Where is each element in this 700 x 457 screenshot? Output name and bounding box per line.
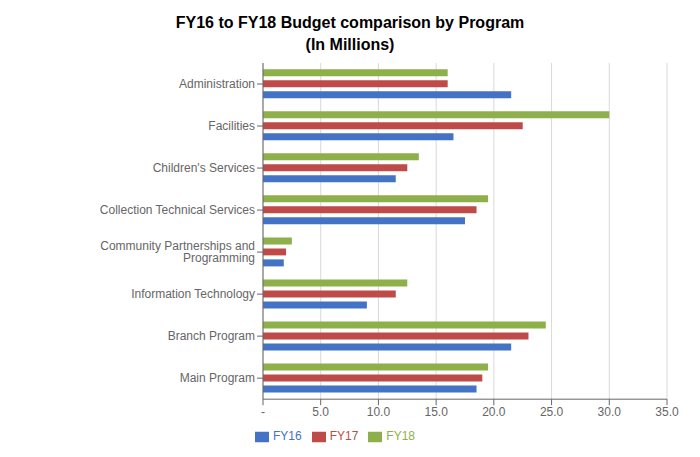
svg-text:-: - — [261, 405, 265, 419]
svg-text:15.0: 15.0 — [424, 405, 448, 419]
svg-text:Community Partnerships andProg: Community Partnerships andProgramming — [100, 239, 255, 265]
svg-text:Facilities: Facilities — [208, 119, 255, 133]
svg-text:35.0: 35.0 — [655, 405, 679, 419]
html-text:FY18: FY18 — [386, 429, 415, 444]
svg-text:Information Technology: Information Technology — [131, 287, 255, 301]
html-text:FY17: FY17 — [329, 429, 359, 444]
svg-text:20.0: 20.0 — [482, 405, 506, 419]
svg-text:Main Program: Main Program — [180, 371, 255, 385]
svg-text:Collection Technical Services: Collection Technical Services — [100, 203, 255, 217]
html-text:(In Millions): (In Millions) — [305, 36, 395, 53]
svg-text:25.0: 25.0 — [540, 405, 564, 419]
svg-text:Administration: Administration — [179, 77, 255, 91]
svg-text:Branch Program: Branch Program — [168, 329, 255, 343]
html-text:FY16: FY16 — [273, 429, 302, 444]
svg-text:5.0: 5.0 — [312, 405, 329, 419]
svg-text:Children's Services: Children's Services — [153, 161, 255, 175]
svg-text:30.0: 30.0 — [598, 405, 622, 419]
html-text:FY16 to FY18 Budget comparison: FY16 to FY18 Budget comparison by Progra… — [175, 14, 525, 31]
svg-text:10.0: 10.0 — [367, 405, 391, 419]
